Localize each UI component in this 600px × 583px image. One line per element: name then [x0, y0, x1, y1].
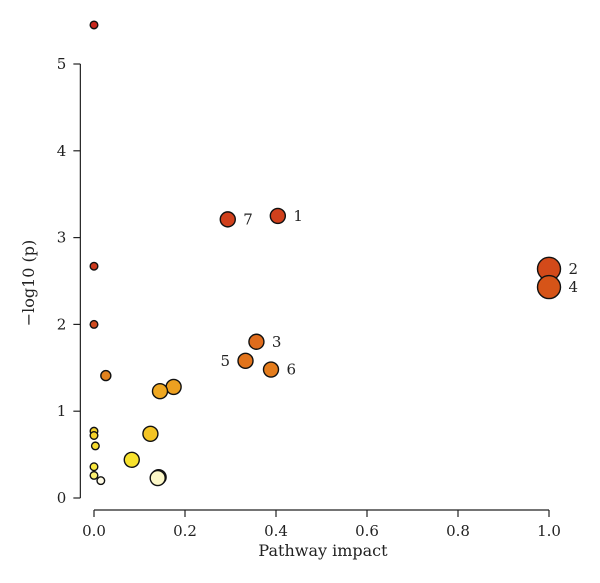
point-label: 1: [293, 207, 303, 225]
data-point: [248, 333, 265, 350]
data-point: [90, 441, 100, 451]
data-point: [100, 369, 112, 382]
x-ticks: 0.0 0.2 0.4 0.6 0.8 1.0: [82, 510, 561, 540]
data-point: [151, 383, 169, 400]
x-tick-label: 0.2: [173, 522, 197, 540]
data-point: [89, 319, 99, 329]
data-point: [96, 476, 106, 486]
point-label: 2: [569, 260, 579, 278]
y-tick-label: 1: [57, 402, 67, 420]
y-tick-label: 2: [57, 315, 67, 333]
axes: [79, 64, 549, 511]
data-point: [219, 211, 236, 228]
y-tick-label: 4: [57, 142, 67, 160]
x-tick-label: 0.6: [355, 522, 379, 540]
data-point: [269, 207, 287, 225]
data-point: [123, 451, 140, 469]
y-tick-label: 0: [57, 489, 67, 507]
y-tick-label: 3: [57, 229, 67, 247]
y-axis-title: −log10 (p): [19, 240, 38, 327]
data-point: [262, 361, 280, 378]
y-tick-label: 5: [57, 55, 67, 73]
data-point: [142, 425, 159, 442]
y-ticks: 0 1 2 3 4 5: [57, 55, 81, 507]
point-label: 4: [569, 278, 579, 296]
point-label: 7: [243, 210, 253, 228]
point-labels: 1 7 24 3 5 6: [220, 207, 578, 379]
x-tick-label: 0.8: [446, 522, 470, 540]
data-point: [89, 470, 99, 480]
data-point: [149, 469, 166, 487]
data-points: [89, 20, 562, 487]
point-label: 3: [272, 333, 282, 351]
x-tick-label: 1.0: [537, 522, 561, 540]
data-point: [237, 352, 254, 370]
point-label: 5: [220, 352, 230, 370]
point-label: 6: [286, 361, 296, 379]
x-tick-label: 0.0: [82, 522, 106, 540]
data-point: [89, 261, 99, 271]
data-point: [89, 20, 99, 30]
data-point: [165, 378, 182, 396]
x-axis-title: Pathway impact: [258, 541, 388, 560]
data-point: [89, 462, 99, 472]
data-point: [536, 274, 562, 300]
data-point: [89, 431, 99, 441]
x-tick-label: 0.4: [264, 522, 288, 540]
